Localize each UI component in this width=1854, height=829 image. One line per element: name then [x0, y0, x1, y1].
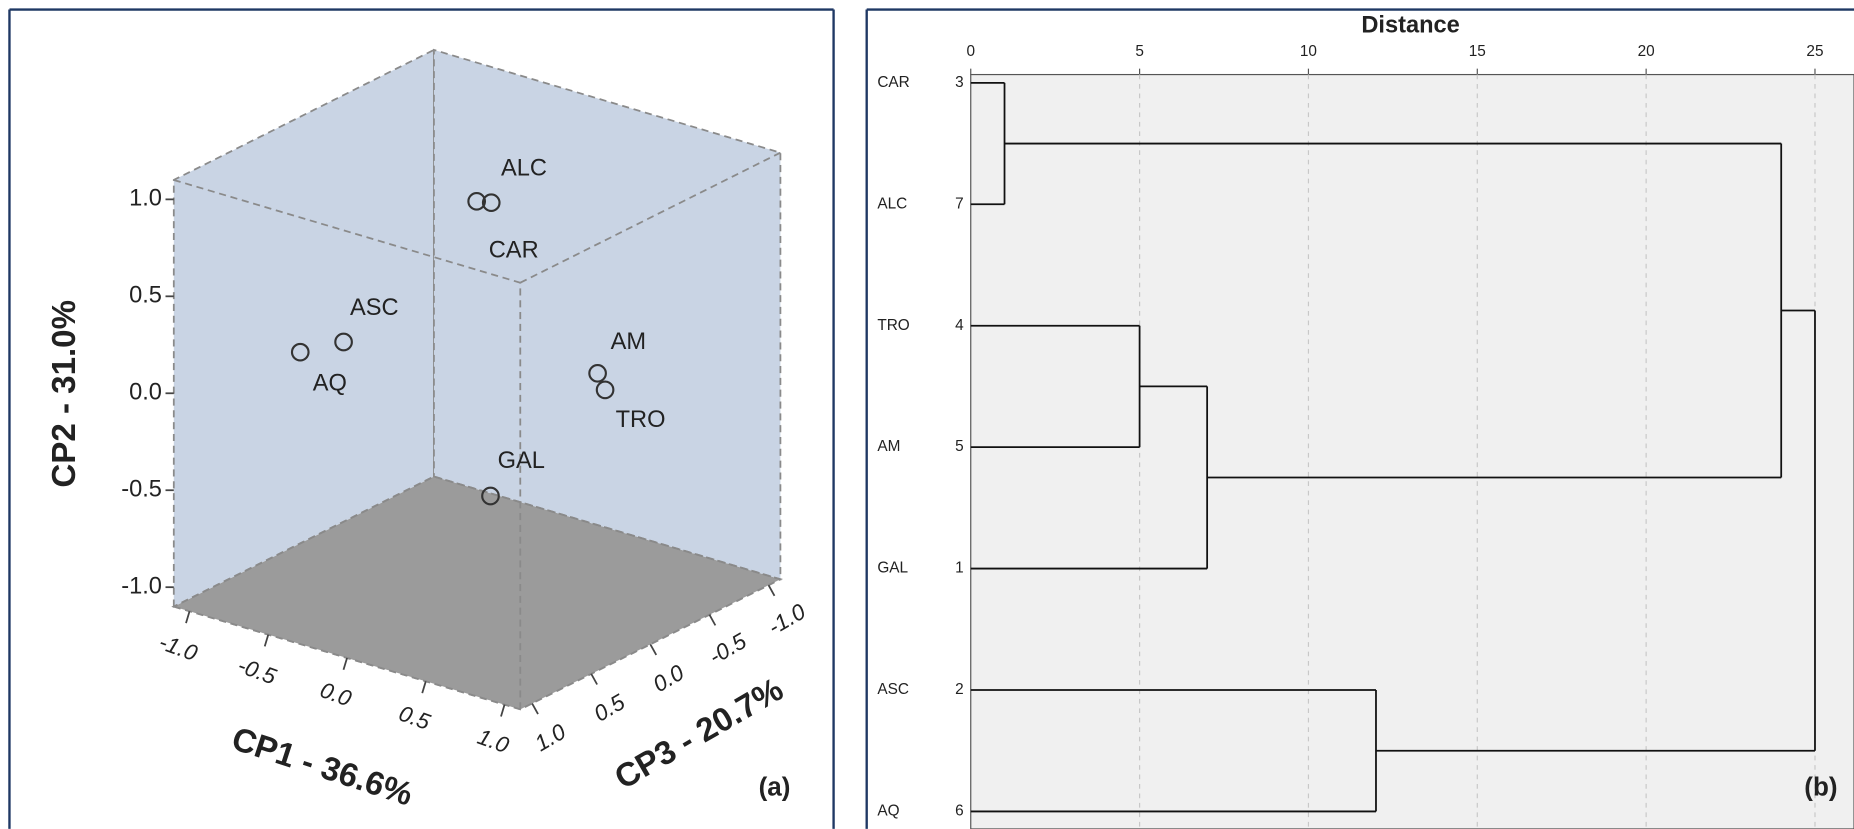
y-tick-label: 0.5 — [129, 283, 162, 309]
point — [467, 191, 487, 211]
y-tick-label: -1.0 — [121, 573, 162, 599]
box-edge — [519, 151, 781, 284]
case-number: 3 — [955, 74, 964, 91]
z-tick — [590, 673, 598, 685]
z-tick — [649, 643, 658, 656]
leaf-label: AM — [877, 438, 900, 455]
point-label: AQ — [313, 370, 347, 396]
x-tick — [421, 681, 427, 694]
x-tick — [185, 610, 191, 624]
x-tick-label: 10 — [1300, 43, 1317, 60]
leaf-label: AQ — [877, 802, 899, 819]
panel-frames — [8, 8, 1854, 829]
point-label: ASC — [350, 295, 399, 321]
panel-label: (b) — [1804, 772, 1837, 802]
floor-overlay — [171, 475, 783, 711]
z-tick — [708, 614, 717, 626]
x-tick — [500, 704, 506, 717]
y-axis-title: CP2 - 31.0% — [46, 300, 83, 488]
leaf-label: CAR — [877, 74, 909, 91]
y-tick-label: -0.5 — [121, 476, 162, 502]
x-tick-label: 25 — [1806, 43, 1823, 60]
point — [595, 380, 615, 400]
point — [588, 363, 607, 383]
z-tick — [767, 584, 776, 597]
x-tick — [342, 657, 348, 671]
leaf-label: ASC — [877, 681, 909, 698]
y-tick-label: 0.0 — [129, 380, 162, 406]
case-number: 6 — [955, 802, 964, 819]
point-label: GAL — [498, 448, 545, 474]
chart-title: Distance — [1361, 12, 1459, 38]
leaf-label: ALC — [877, 195, 907, 212]
x-tick-label: 5 — [1135, 43, 1144, 60]
case-number: 7 — [955, 195, 964, 212]
leaf-label: GAL — [877, 560, 908, 577]
case-number: 2 — [955, 681, 964, 698]
point-label: ALC — [501, 156, 547, 182]
x-tick-label: 15 — [1469, 43, 1486, 60]
point-label: TRO — [616, 407, 666, 433]
case-number: 5 — [955, 438, 964, 455]
x-tick-label: 20 — [1638, 43, 1655, 60]
case-number: 1 — [955, 560, 964, 577]
point — [334, 332, 353, 352]
box-edge — [173, 179, 521, 284]
point-label: CAR — [489, 237, 539, 263]
z-tick — [531, 702, 539, 715]
point — [481, 193, 501, 213]
x-tick-label: 0 — [966, 43, 975, 60]
x-tick — [263, 634, 270, 647]
point — [290, 342, 310, 362]
plot-area — [970, 73, 1854, 829]
case-number: 4 — [955, 317, 964, 334]
y-tick-label: 1.0 — [129, 186, 162, 212]
point-label: AM — [611, 329, 646, 355]
point — [481, 486, 500, 506]
panel-label: (a) — [759, 772, 791, 802]
wall — [172, 48, 435, 609]
leaf-label: TRO — [877, 317, 909, 334]
